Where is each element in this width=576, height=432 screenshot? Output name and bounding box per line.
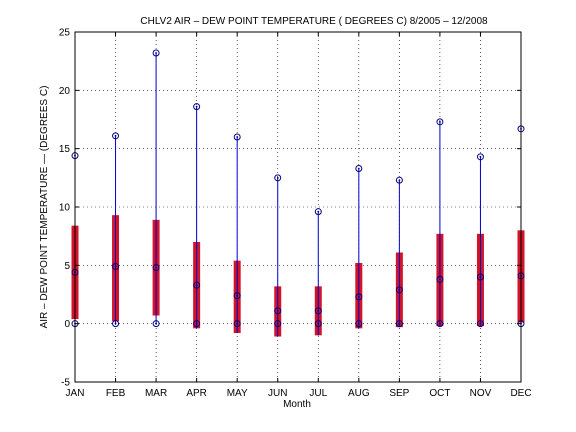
y-tick-label: -5 bbox=[61, 378, 70, 389]
x-tick-label: JUL bbox=[309, 388, 327, 399]
max-marker-dot bbox=[317, 210, 320, 213]
y-tick-label: 5 bbox=[64, 261, 70, 272]
median-marker-dot bbox=[357, 295, 360, 298]
median-marker bbox=[355, 293, 363, 301]
y-tick-label: 0 bbox=[64, 319, 70, 330]
x-tick-label: AUG bbox=[348, 388, 370, 399]
box-aug bbox=[355, 165, 363, 329]
box-series bbox=[71, 49, 525, 337]
x-tick-label: NOV bbox=[470, 388, 492, 399]
min-marker-dot bbox=[357, 322, 360, 325]
x-tick-label: APR bbox=[186, 388, 207, 399]
max-marker-dot bbox=[195, 105, 198, 108]
y-axis: -5 0 5 10 15 20 25 bbox=[59, 28, 521, 389]
box-nov bbox=[476, 153, 484, 328]
y-tick-label: 25 bbox=[59, 28, 71, 39]
min-marker-dot bbox=[114, 322, 117, 325]
box-apr bbox=[193, 103, 201, 329]
min-marker-dot bbox=[195, 322, 198, 325]
median-marker bbox=[152, 264, 160, 272]
chart-title: CHLV2 AIR – DEW POINT TEMPERATURE ( DEGR… bbox=[140, 16, 488, 27]
max-marker-dot bbox=[479, 155, 482, 158]
x-axis-label: Month bbox=[283, 399, 311, 410]
box-jul bbox=[314, 208, 322, 336]
x-tick-label: SEP bbox=[389, 388, 409, 399]
min-marker-dot bbox=[479, 322, 482, 325]
max-marker bbox=[314, 208, 322, 216]
median-marker bbox=[193, 281, 201, 289]
min-marker bbox=[233, 320, 241, 328]
max-marker-dot bbox=[357, 167, 360, 170]
median-marker bbox=[274, 307, 282, 315]
max-marker bbox=[395, 176, 403, 184]
median-marker-dot bbox=[276, 309, 279, 312]
min-marker bbox=[274, 320, 282, 328]
plot-area-frame bbox=[74, 31, 522, 383]
median-marker-dot bbox=[114, 265, 117, 268]
min-marker-dot bbox=[317, 322, 320, 325]
min-marker bbox=[112, 320, 120, 328]
box-mar bbox=[152, 49, 160, 328]
min-marker-dot bbox=[398, 322, 401, 325]
x-tick-label: MAR bbox=[145, 388, 167, 399]
box-sep bbox=[395, 176, 403, 328]
median-marker bbox=[314, 307, 322, 315]
box-oct bbox=[436, 118, 444, 328]
median-marker bbox=[436, 275, 444, 283]
median-marker-dot bbox=[479, 276, 482, 278]
y-axis-label: AIR – DEW POINT TEMPERATURE — (DEGREES C… bbox=[39, 86, 50, 329]
min-marker bbox=[152, 320, 160, 328]
median-marker bbox=[476, 273, 484, 281]
x-tick-label: DEC bbox=[510, 388, 531, 399]
min-marker bbox=[193, 320, 201, 328]
median-marker bbox=[112, 263, 120, 270]
y-tick-label: 15 bbox=[59, 144, 71, 155]
max-marker-dot bbox=[155, 52, 157, 54]
y-tick-label: 20 bbox=[59, 86, 71, 97]
median-marker-dot bbox=[195, 284, 198, 287]
box-feb bbox=[112, 132, 120, 328]
min-marker-dot bbox=[439, 322, 441, 325]
max-marker bbox=[476, 153, 484, 161]
x-tick-label: JAN bbox=[66, 388, 85, 399]
min-marker-dot bbox=[276, 322, 279, 325]
min-marker bbox=[476, 320, 484, 328]
max-marker-dot bbox=[276, 176, 279, 179]
max-marker bbox=[152, 49, 160, 57]
min-marker bbox=[395, 320, 403, 328]
x-tick-label: MAY bbox=[227, 388, 248, 399]
grid-lines bbox=[75, 32, 521, 382]
median-marker bbox=[395, 286, 403, 294]
box-may bbox=[233, 133, 241, 333]
x-tick-label: JUN bbox=[268, 388, 287, 399]
y-tick-label: 10 bbox=[59, 203, 71, 214]
median-marker bbox=[233, 292, 241, 300]
max-marker bbox=[112, 132, 120, 140]
max-marker bbox=[233, 133, 241, 141]
max-marker bbox=[436, 118, 444, 126]
box-jun bbox=[274, 174, 282, 337]
median-marker-dot bbox=[155, 266, 157, 269]
median-marker-dot bbox=[398, 288, 401, 291]
max-marker bbox=[193, 103, 201, 111]
x-tick-label: FEB bbox=[106, 388, 126, 399]
max-marker-dot bbox=[114, 134, 117, 137]
max-marker-dot bbox=[439, 120, 441, 123]
max-marker-dot bbox=[398, 179, 401, 182]
min-marker bbox=[355, 320, 363, 328]
min-marker-dot bbox=[155, 322, 157, 325]
median-marker-dot bbox=[439, 278, 441, 281]
x-tick-label: OCT bbox=[429, 388, 450, 399]
min-marker-dot bbox=[236, 322, 239, 325]
x-axis: JAN FEB MAR APR MAY JUN JUL AUG SEP OCT NOV DEC bbox=[66, 32, 532, 399]
min-marker bbox=[314, 320, 322, 328]
max-marker bbox=[274, 174, 282, 182]
max-marker-dot bbox=[236, 136, 239, 138]
median-marker-dot bbox=[317, 309, 320, 312]
min-marker bbox=[436, 320, 444, 328]
median-marker-dot bbox=[236, 294, 239, 297]
max-marker bbox=[355, 165, 363, 172]
